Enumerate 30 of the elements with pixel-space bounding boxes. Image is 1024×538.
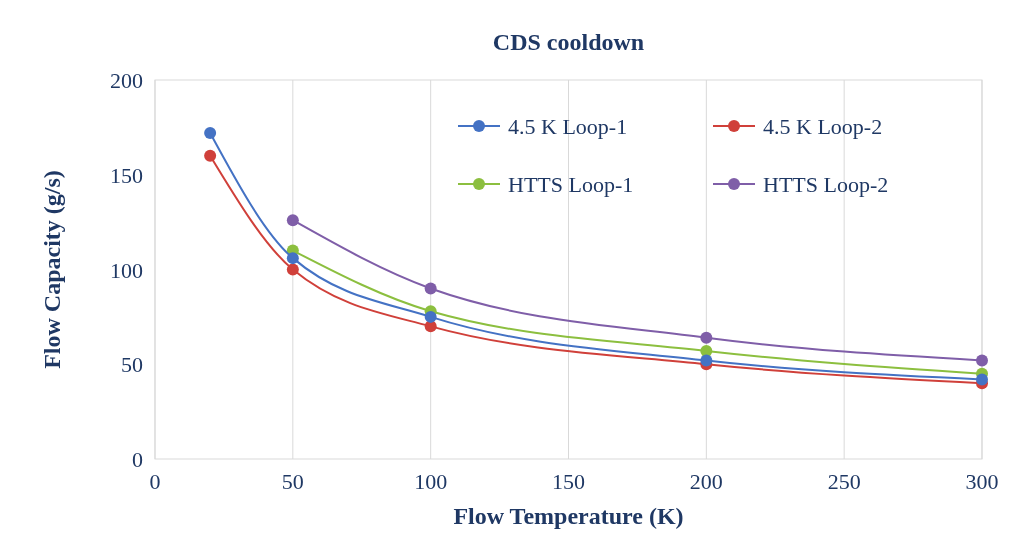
y-tick-label: 200: [110, 68, 143, 93]
point: [976, 354, 988, 367]
chart-title: CDS cooldown: [492, 29, 645, 55]
point: [286, 252, 299, 265]
point: [204, 127, 217, 140]
y-tick-label: 150: [110, 162, 143, 188]
legend-label: 4.5 K Loop-2: [763, 114, 883, 139]
legend-label: HTTS Loop-1: [508, 172, 634, 197]
point: [204, 149, 217, 162]
y-tick-label: 100: [110, 257, 143, 283]
x-tick-label: 200: [689, 469, 723, 494]
x-tick-label: 0: [149, 469, 161, 494]
point: [424, 310, 437, 323]
x-tick-label: 100: [414, 469, 448, 494]
legend-label: HTTS Loop-2: [763, 172, 889, 197]
x-axis-title: Flow Temperature (K): [453, 503, 684, 529]
y-tick-label: 0: [132, 447, 143, 472]
x-tick-label: 300: [965, 469, 999, 494]
point: [700, 354, 713, 367]
x-tick-label: 250: [827, 469, 861, 494]
x-tick-label: 50: [281, 469, 304, 494]
x-tick-label: 150: [552, 469, 585, 494]
point: [286, 263, 299, 276]
point: [424, 282, 437, 295]
point: [700, 331, 713, 344]
y-tick-label: 50: [121, 352, 143, 378]
legend-label: 4.5 K Loop-1: [508, 114, 628, 139]
y-axis-title: Flow Capacity (g/s): [39, 170, 65, 369]
point: [976, 373, 988, 386]
point: [286, 214, 299, 227]
